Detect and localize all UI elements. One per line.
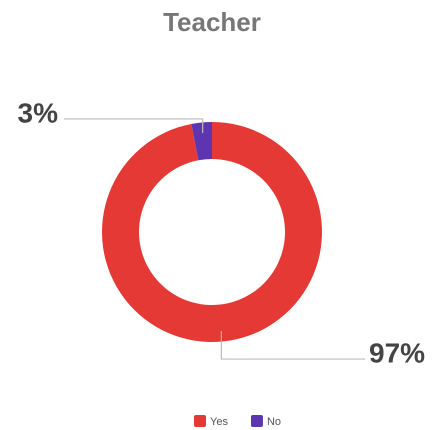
chart-title: Teacher [163,7,261,37]
legend-swatch [194,415,206,427]
donut-slice [191,122,212,161]
donut-slice [101,122,322,342]
value-label: 3% [18,97,59,128]
leader-line [64,118,204,133]
leader-line [220,331,365,360]
value-label: 97% [369,337,425,368]
legend-swatch [250,415,263,427]
legend-label: Yes [210,416,228,428]
legend-label: No [267,416,281,428]
